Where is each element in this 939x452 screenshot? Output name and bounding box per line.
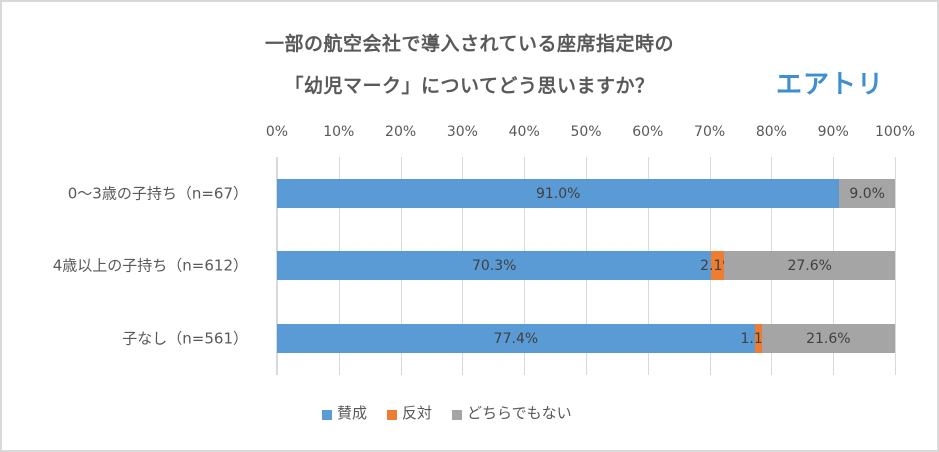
data-label: 21.6%	[806, 330, 851, 347]
data-label: 70.3%	[471, 257, 517, 274]
x-tick-label: 0%	[265, 124, 289, 140]
brand-logo: エアトリ	[776, 70, 885, 100]
category-label: 0～3歳の子持ち（n=67）	[67, 184, 248, 203]
stacked-bar: 77.4% 1.1% 21.6%	[277, 324, 896, 353]
legend-item: 賛成	[322, 402, 367, 423]
legend-item: どちらでもない	[452, 402, 572, 423]
x-tick-label: 60%	[632, 124, 664, 140]
stacked-bar: 91.0% 9.0%	[277, 179, 895, 208]
bar-segment-agree: 70.3%	[277, 251, 712, 280]
data-label: 91.0%	[535, 185, 581, 202]
data-label: 9.0%	[849, 185, 885, 202]
legend-label: 反対	[402, 404, 433, 422]
legend-item: 反対	[387, 402, 432, 423]
legend-label: 賛成	[337, 404, 368, 422]
x-tick-label: 20%	[385, 124, 417, 140]
stacked-bar: 70.3% 2.1% 27.6%	[277, 251, 895, 280]
category-label: 4歳以上の子持ち（n=612）	[52, 256, 248, 275]
bar-segment-disagree: 1.1%	[740, 324, 776, 353]
legend: 賛成 反対 どちらでもない	[322, 402, 592, 423]
x-tick-label: 90%	[817, 124, 849, 140]
x-tick-label: 80%	[755, 124, 787, 140]
x-tick-label: 40%	[508, 124, 540, 140]
bar-segment-agree: 77.4%	[277, 324, 755, 353]
bar-segment-neutral: 21.6%	[761, 324, 896, 353]
x-tick-label: 10%	[323, 124, 355, 140]
x-tick-label: 50%	[570, 124, 602, 140]
bar-segment-agree: 91.0%	[277, 179, 840, 208]
bar-segment-disagree: 2.1%	[700, 251, 736, 280]
bar-segment-neutral: 27.6%	[724, 251, 895, 280]
gridline	[895, 157, 896, 375]
bar-segment-neutral: 9.0%	[839, 179, 895, 208]
legend-label: どちらでもない	[467, 404, 572, 422]
legend-swatch-icon	[387, 409, 398, 420]
chart-title-line2: 「幼児マーク」についてどう思いますか？	[284, 75, 655, 97]
legend-swatch-icon	[322, 409, 332, 420]
x-tick-label: 100%	[874, 124, 916, 140]
x-tick-label: 30%	[446, 124, 478, 140]
data-label: 77.4%	[493, 330, 539, 347]
x-tick-label: 70%	[694, 124, 726, 140]
category-label: 子なし（n=561）	[122, 329, 248, 348]
chart-title-line1: 一部の航空会社で導入されている座席指定時の	[265, 33, 674, 55]
legend-swatch-icon	[452, 409, 463, 420]
data-label: 27.6%	[787, 257, 832, 274]
